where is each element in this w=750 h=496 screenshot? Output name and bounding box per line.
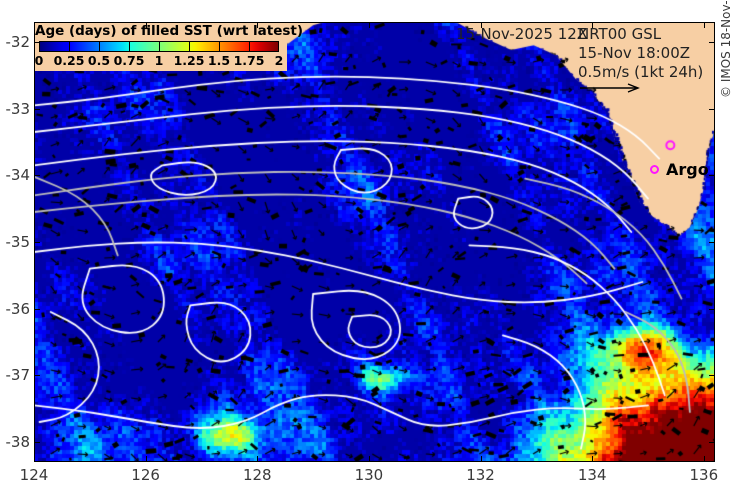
x-axis-label: 128	[242, 466, 272, 484]
argo-legend-label: Argo	[666, 159, 709, 179]
colorbar-tick-label: 0.5	[87, 53, 111, 68]
x-axis-label: 130	[354, 466, 384, 484]
y-axis-label: -37	[5, 366, 31, 385]
x-axis-label: 134	[577, 466, 607, 484]
y-axis-tick	[34, 42, 40, 43]
vector-scale-arrow-icon	[580, 83, 640, 93]
x-axis-tick	[145, 22, 147, 28]
vector-scale-label: 0.5m/s (1kt 24h)	[578, 63, 704, 81]
colorbar-tick-label: 1.75	[233, 53, 265, 68]
colorbar-tick	[219, 41, 220, 52]
x-axis-tick	[480, 22, 482, 28]
y-axis-tick	[34, 242, 40, 243]
colorbar-tick-label: 1.5	[207, 53, 231, 68]
colorbar-ticklabels: 0 0.25 0.5 0.75 1 1.25 1.5 1.75 2	[35, 53, 287, 69]
y-axis-tick	[709, 308, 715, 310]
y-axis-tick	[34, 375, 40, 377]
sst-age-heatmap	[34, 22, 715, 462]
x-axis-tick	[480, 456, 482, 462]
y-axis-tick	[34, 175, 40, 177]
colorbar-tick-label: 2	[274, 53, 284, 68]
x-axis-tick	[703, 22, 705, 28]
x-axis-label: 132	[466, 466, 495, 484]
y-axis-tick	[709, 242, 715, 243]
y-axis-label: -35	[5, 233, 31, 251]
y-axis-tick	[709, 108, 715, 110]
y-axis-tick	[709, 442, 715, 443]
x-axis-tick	[703, 456, 705, 462]
x-axis-tick	[368, 456, 370, 462]
colorbar-tick-label: 1	[154, 53, 164, 68]
colorbar-tick	[249, 41, 250, 52]
colorbar-tick-label: 0.25	[53, 53, 85, 68]
colorbar-title: Age (days) of filled SST (wrt latest)	[35, 23, 304, 39]
x-axis-label: 124	[19, 466, 49, 484]
x-axis-label: 136	[689, 466, 719, 484]
colorbar-tick	[159, 41, 160, 52]
y-axis-tick	[709, 42, 715, 43]
x-axis-tick	[592, 456, 594, 462]
model-time-label: 15-Nov 18:00Z	[578, 44, 691, 62]
model-info-block: NRT00 GSL 15-Nov 18:00Z 0.5m/s (1kt 24h)	[578, 25, 703, 82]
y-axis-label: -34	[5, 166, 31, 185]
colorbar-tick	[189, 41, 190, 52]
y-axis-tick	[709, 175, 715, 177]
argo-marker-icon	[650, 164, 659, 174]
y-axis-label: -33	[5, 99, 31, 118]
y-axis-label: -32	[5, 33, 31, 51]
y-axis-tick	[34, 442, 40, 443]
y-axis-tick	[709, 375, 715, 377]
colorbar-tick	[69, 41, 70, 52]
valid-time-label: 15-Nov-2025 12Z	[456, 25, 588, 43]
x-axis-tick	[257, 456, 259, 462]
x-axis-tick	[592, 22, 594, 28]
x-axis-tick	[257, 22, 259, 28]
colorbar-tick	[129, 41, 130, 52]
credit-label: © IMOS 18-Nov-2025 15:30 Hobart; Tscale=…	[719, 0, 733, 98]
colorbar-tick-label: 0	[34, 53, 44, 68]
x-axis-label: 126	[131, 466, 160, 484]
x-axis-tick	[34, 22, 35, 28]
x-axis-tick	[368, 22, 370, 28]
x-axis-tick	[34, 456, 35, 462]
colorbar-tick	[99, 41, 100, 52]
map-plot-area	[34, 22, 715, 462]
colorbar-tick-label: 1.25	[173, 53, 205, 68]
argo-legend: Argo	[650, 159, 709, 179]
y-axis-label: -38	[5, 433, 31, 451]
colorbar-tick-label: 0.75	[113, 53, 145, 68]
model-name-label: NRT00 GSL	[578, 25, 662, 43]
y-axis-tick	[34, 308, 40, 310]
x-axis-tick	[145, 456, 147, 462]
y-axis-label: -36	[5, 299, 31, 318]
y-axis-tick	[34, 108, 40, 110]
